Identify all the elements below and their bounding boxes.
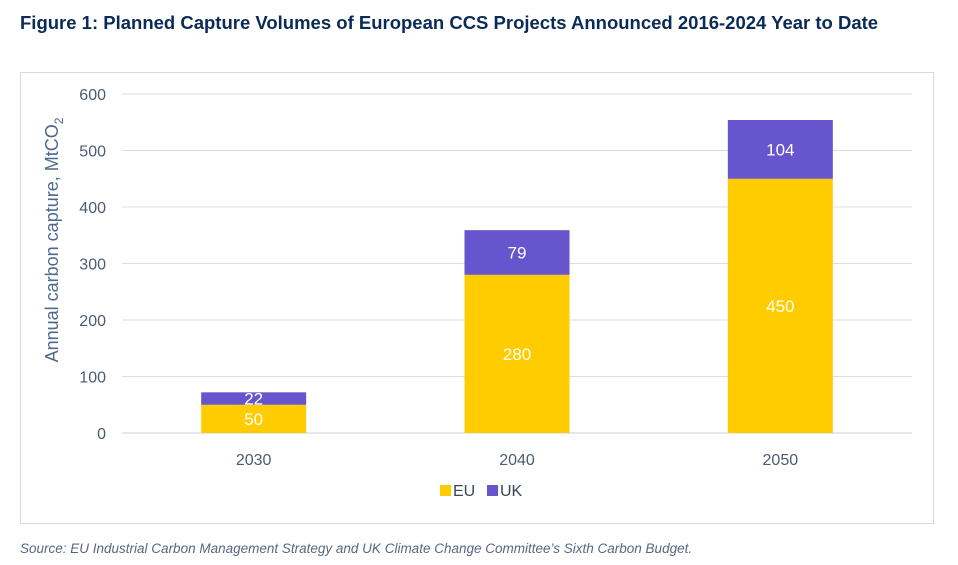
y-tick-label: 100 bbox=[79, 370, 106, 387]
y-tick-label: 0 bbox=[97, 426, 106, 443]
x-tick-label: 2030 bbox=[236, 452, 272, 469]
y-tick-label: 400 bbox=[79, 200, 106, 217]
data-label: 50 bbox=[244, 410, 263, 429]
chart-frame bbox=[20, 72, 934, 524]
bar-eu bbox=[201, 404, 307, 433]
legend-swatch-eu bbox=[440, 485, 451, 496]
y-tick-label: 300 bbox=[79, 257, 106, 274]
bar-uk bbox=[201, 392, 307, 405]
bar-uk bbox=[727, 119, 833, 179]
y-tick-label: 200 bbox=[79, 313, 106, 330]
bar-uk bbox=[464, 230, 570, 275]
legend: EU UK bbox=[440, 483, 523, 500]
legend-label-uk: UK bbox=[500, 483, 523, 500]
y-axis-label-main: Annual carbon capture, MtCO bbox=[42, 124, 62, 362]
data-label: 79 bbox=[508, 243, 527, 262]
bar-eu bbox=[464, 274, 570, 433]
source-note: Source: EU Industrial Carbon Management … bbox=[20, 541, 693, 556]
bars bbox=[201, 119, 833, 433]
data-label: 22 bbox=[244, 390, 263, 409]
data-label: 450 bbox=[766, 297, 794, 316]
x-tick-labels: 2030 2040 2050 bbox=[236, 452, 798, 469]
data-label: 280 bbox=[503, 345, 531, 364]
data-label: 104 bbox=[766, 140, 794, 159]
y-tick-label: 600 bbox=[79, 87, 106, 104]
x-tick-label: 2040 bbox=[499, 452, 535, 469]
y-axis-label: Annual carbon capture, MtCO2 bbox=[42, 117, 66, 362]
y-tick-label: 500 bbox=[79, 144, 106, 161]
figure-title: Figure 1: Planned Capture Volumes of Eur… bbox=[20, 12, 879, 33]
y-tick-labels: 0 100 200 300 400 500 600 bbox=[79, 87, 106, 443]
legend-swatch-uk bbox=[487, 485, 498, 496]
bar-eu bbox=[727, 178, 833, 433]
y-axis-label-subscript: 2 bbox=[52, 117, 66, 124]
x-tick-label: 2050 bbox=[763, 452, 799, 469]
legend-label-eu: EU bbox=[453, 483, 475, 500]
